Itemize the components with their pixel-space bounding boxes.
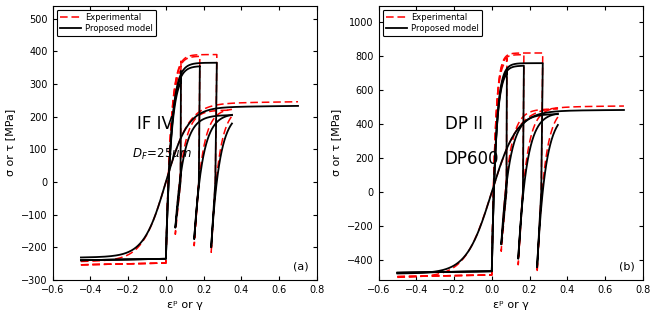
Y-axis label: σ or τ [MPa]: σ or τ [MPa] — [331, 109, 342, 176]
Legend: Experimental, Proposed model: Experimental, Proposed model — [382, 10, 482, 36]
Text: (a): (a) — [293, 262, 309, 272]
Text: (b): (b) — [619, 262, 635, 272]
Text: DP600: DP600 — [445, 150, 499, 168]
Text: DP II: DP II — [445, 115, 483, 133]
Y-axis label: σ or τ [MPa]: σ or τ [MPa] — [5, 109, 16, 176]
X-axis label: εᵖ or γ: εᵖ or γ — [493, 301, 529, 310]
Text: $D_F\!=\!25\mu m$: $D_F\!=\!25\mu m$ — [132, 146, 192, 162]
Legend: Experimental, Proposed model: Experimental, Proposed model — [57, 10, 156, 36]
Text: IF IV: IF IV — [137, 115, 173, 133]
X-axis label: εᵖ or γ: εᵖ or γ — [167, 301, 203, 310]
